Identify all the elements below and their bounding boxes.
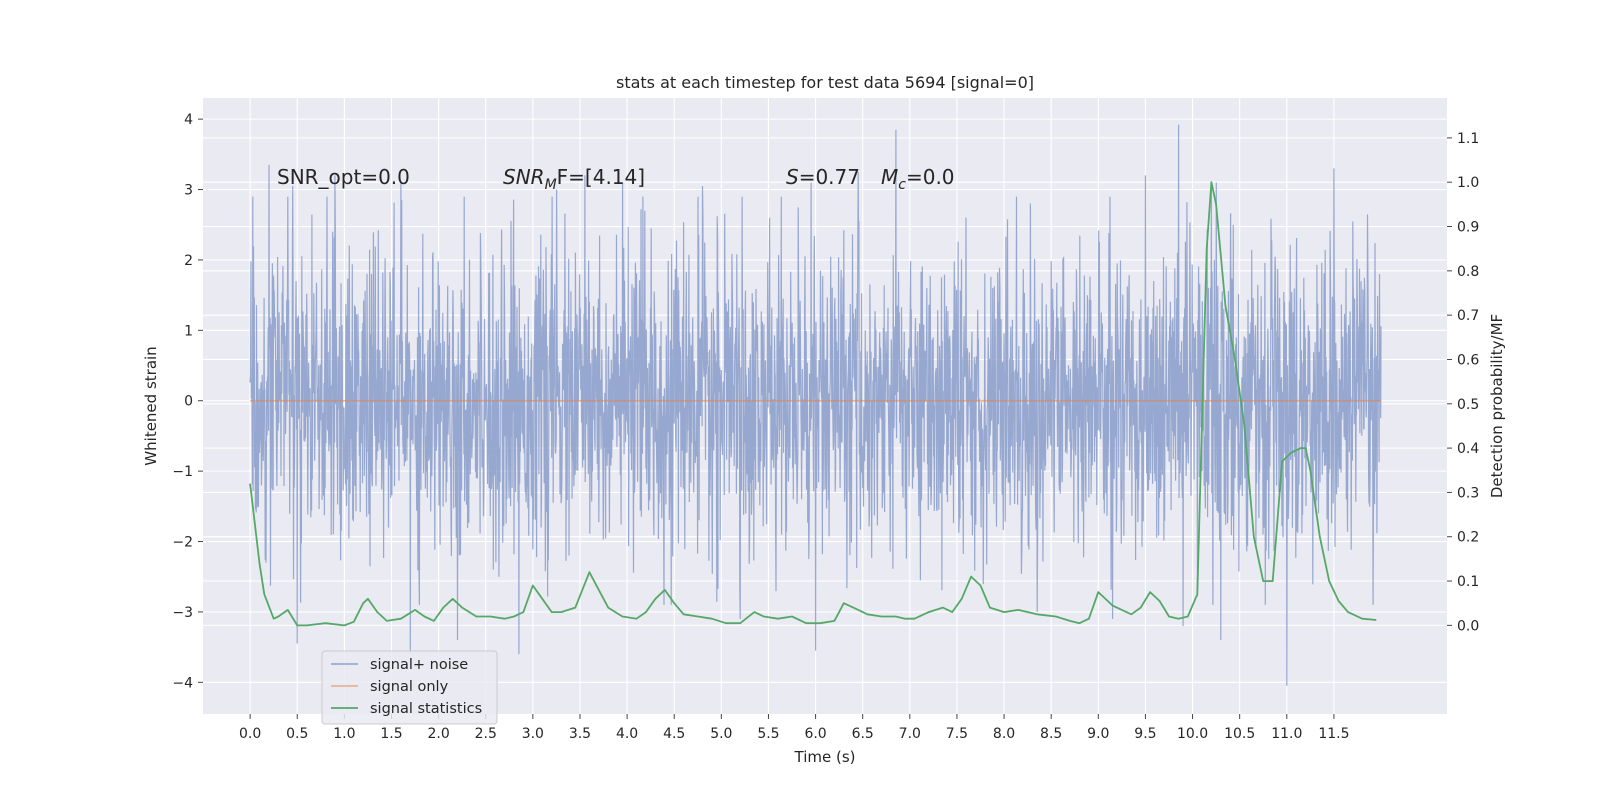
x-tick-label: 11.0: [1271, 726, 1302, 742]
y-tick-label: −3: [172, 605, 193, 621]
y2-tick-label: 0.4: [1457, 441, 1479, 457]
y-axis-label: Whitened strain: [142, 346, 160, 465]
mc-subscript: c: [898, 177, 906, 193]
mc-value: =0.0: [906, 165, 955, 189]
y2-tick-label: 0.9: [1457, 220, 1479, 236]
x-tick-label: 9.0: [1087, 726, 1109, 742]
mc-symbol: M: [881, 165, 898, 189]
x-tick-label: 0.5: [286, 726, 308, 742]
x-tick-label: 11.5: [1318, 726, 1349, 742]
legend-box: [321, 650, 498, 725]
legend-label-signal-statistics: signal statistics: [370, 701, 482, 717]
s-symbol: S: [786, 165, 799, 189]
x-tick-label: 8.0: [993, 726, 1015, 742]
x-tick-label: 8.5: [1040, 726, 1062, 742]
x-tick-label: 2.5: [475, 726, 497, 742]
legend-label-signal-only: signal only: [370, 679, 449, 695]
x-tick-label: 4.0: [616, 726, 638, 742]
y2-tick-label: 0.0: [1457, 618, 1479, 634]
x-tick-label: 9.5: [1134, 726, 1156, 742]
x-tick-label: 5.5: [757, 726, 779, 742]
legend-label-signal-noise: signal+ noise: [370, 657, 468, 673]
snr-mf-subscript: M: [545, 177, 557, 193]
snr-mf-value: F=[4.14]: [557, 165, 645, 189]
y-tick-label: 3: [184, 183, 193, 199]
x-tick-label: 5.0: [710, 726, 732, 742]
y-tick-label: −2: [172, 535, 193, 551]
x-tick-label: 4.5: [663, 726, 685, 742]
x-tick-label: 6.0: [804, 726, 826, 742]
y-tick-label: −1: [172, 464, 193, 480]
annotation-mc: Mc=0.0: [881, 165, 955, 193]
annotation-s: S=0.77: [786, 165, 860, 189]
chart-title: stats at each timestep for test data 569…: [616, 73, 1034, 92]
annotation-snr-opt: SNR_opt=0.0: [277, 165, 410, 189]
x-tick-label: 6.5: [852, 726, 874, 742]
y2-tick-label: 0.5: [1457, 397, 1479, 413]
y2-tick-label: 1.1: [1457, 131, 1479, 147]
x-tick-label: 1.5: [380, 726, 402, 742]
annotation-snr-mf: SNRMF=[4.14]: [503, 165, 645, 193]
annotations: SNR_opt=0.0 SNRMF=[4.14] S=0.77 Mc=0.0: [277, 165, 955, 193]
y-tick-label: 2: [184, 253, 193, 269]
x-tick-label: 3.5: [569, 726, 591, 742]
y2-tick-label: 0.3: [1457, 485, 1479, 501]
series-signal-noise: [249, 124, 1382, 686]
y-tick-label: −4: [172, 675, 193, 691]
x-tick-label: 3.0: [522, 726, 544, 742]
x-tick-label: 2.0: [427, 726, 449, 742]
y2-axis-label: Detection probability/MF: [1488, 314, 1506, 498]
series-signal-statistics: [249, 181, 1377, 627]
y2-tick-label: 0.6: [1457, 352, 1479, 368]
s-value: =0.77: [799, 165, 860, 189]
x-tick-label: 0.0: [239, 726, 261, 742]
y-tick-label: 4: [184, 112, 193, 128]
y2-tick-label: 0.2: [1457, 530, 1479, 546]
y2-tick-label: 0.7: [1457, 308, 1479, 324]
series-layer: [249, 124, 1382, 686]
y2-tick-label: 1.0: [1457, 175, 1479, 191]
snr-mf-symbol: SNR: [503, 165, 545, 189]
x-tick-label: 7.5: [946, 726, 968, 742]
legend: signal+ noise signal only signal statist…: [321, 650, 498, 725]
x-tick-label: 1.0: [333, 726, 355, 742]
y-tick-label: 0: [184, 394, 193, 410]
y2-tick-label: 0.1: [1457, 574, 1479, 590]
axes-ticks: 0.0 0.5 1.0 1.5 2.0 2.5 3.0 3.5 4.0 4.5 5.0 5.5 6.0 6…: [172, 112, 1479, 742]
y2-tick-label: 0.8: [1457, 264, 1479, 280]
x-tick-label: 7.0: [899, 726, 921, 742]
x-tick-label: 10.5: [1224, 726, 1255, 742]
x-tick-label: 10.0: [1177, 726, 1208, 742]
y-tick-label: 1: [184, 323, 193, 339]
x-axis-label: Time (s): [794, 748, 856, 766]
